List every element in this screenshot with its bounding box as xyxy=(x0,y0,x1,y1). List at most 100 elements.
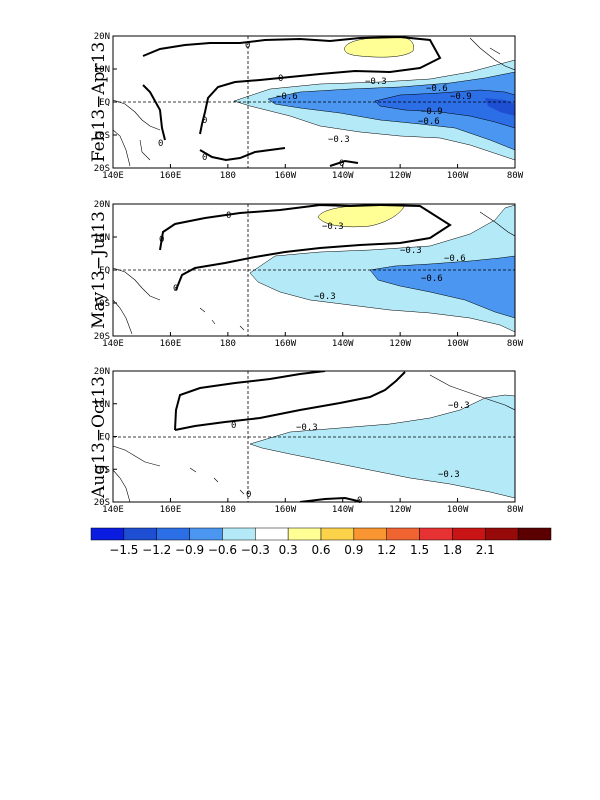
contour-label: −0.3 xyxy=(296,423,318,433)
lon-tick-label: 80W xyxy=(507,505,524,515)
contour-label: −0.3 xyxy=(400,246,422,256)
lon-tick-label: 180 xyxy=(220,171,236,181)
lat-axis: 20N 10N EQ 10S 20S xyxy=(94,367,117,508)
colorbar-swatch xyxy=(287,527,322,541)
colorbar-swatch xyxy=(485,527,519,541)
anomaly-area-plus-0.3 xyxy=(344,36,414,58)
contour-label: −0.3 xyxy=(448,401,470,411)
lon-tick-label: 180 xyxy=(220,505,236,515)
contour-label: −0.9 xyxy=(421,107,443,117)
colorbar-label: 0.3 xyxy=(279,543,298,557)
lon-tick-label: 120W xyxy=(389,505,411,515)
colorbar-swatch xyxy=(353,527,387,541)
lat-tick-label: 10N xyxy=(94,400,110,410)
colorbar-label: −0.9 xyxy=(175,543,204,557)
coastline xyxy=(113,211,515,335)
colorbar-label: −0.3 xyxy=(241,543,270,557)
lat-tick-label: 20S xyxy=(94,498,110,508)
contour-label: −0.6 xyxy=(426,84,448,94)
lat-axis: 20N 10N EQ 10S 20S xyxy=(94,200,117,342)
lat-tick-label: 10N xyxy=(94,65,110,75)
lon-tick-label: 160W xyxy=(274,171,296,181)
contour-label: 0 xyxy=(278,74,283,84)
lon-tick-label: 140E xyxy=(102,505,124,515)
zero-contour xyxy=(142,36,442,135)
lon-tick-label: 160E xyxy=(160,171,182,181)
colorbar-label: −1.5 xyxy=(109,543,138,557)
coastline xyxy=(113,37,515,167)
zero-contour xyxy=(142,84,166,141)
zero-contour xyxy=(174,371,406,431)
lon-tick-label: 140E xyxy=(102,171,124,181)
contour-label: 0 xyxy=(173,284,178,294)
panel-2: May13−Jul13 0 0 0 −0.3 −0.3 −0.3 −0.6 −0… xyxy=(89,200,524,349)
lat-tick-label: 10S xyxy=(94,131,110,141)
lon-tick-label: 140W xyxy=(332,171,354,181)
lat-tick-label: EQ xyxy=(99,98,110,108)
colorbar-swatch xyxy=(222,527,256,541)
lon-axis: 140E 160E 180 160W 140W 120W 100W 80W xyxy=(102,164,524,181)
anomaly-area-minus-0.6 xyxy=(369,255,515,319)
lon-tick-label: 120W xyxy=(389,339,411,349)
colorbar-swatch xyxy=(419,527,453,541)
lat-tick-label: EQ xyxy=(99,433,110,443)
contour-label: −0.6 xyxy=(418,117,440,127)
zero-contour xyxy=(299,496,363,502)
anomaly-area-minus-0.3 xyxy=(249,394,515,499)
contour-label: −0.3 xyxy=(365,77,387,87)
contour-label: 0 xyxy=(158,139,163,149)
contour-label: 0 xyxy=(202,153,207,163)
lon-tick-label: 80W xyxy=(507,171,524,181)
panel-title: Aug13−Oct13 xyxy=(89,376,109,499)
lon-axis: 140E 160E 180 160W 140W 120W 100W 80W xyxy=(102,498,524,515)
lon-tick-label: 160W xyxy=(274,505,296,515)
colorbar-label: 2.1 xyxy=(476,543,495,557)
contour-label: 0 xyxy=(246,490,251,500)
colorbar-label: 1.2 xyxy=(377,543,396,557)
lat-axis: 20N 10N EQ 10S 20S xyxy=(94,32,117,174)
contour-label: −0.6 xyxy=(444,254,466,264)
panel-title: May13−Jul13 xyxy=(89,211,109,329)
colorbar-swatch xyxy=(90,527,125,541)
lon-tick-label: 100W xyxy=(447,339,469,349)
lat-tick-label: EQ xyxy=(99,266,110,276)
colorbar-label: 1.8 xyxy=(443,543,462,557)
contour-label: 0 xyxy=(202,116,207,126)
colorbar-label: −0.6 xyxy=(208,543,237,557)
contour-labels: 0 0 0 −0.3 −0.3 −0.3 −0.6 −0.6 xyxy=(159,211,466,302)
lat-tick-label: 10S xyxy=(94,465,110,475)
lat-tick-label: 20N xyxy=(94,367,110,377)
lat-tick-label: 20N xyxy=(94,32,110,42)
contour-label: −0.3 xyxy=(322,222,344,232)
anomaly-area-minus-1.2 xyxy=(485,98,515,116)
colorbar-swatch xyxy=(123,527,157,541)
contour-label: 0 xyxy=(159,235,164,245)
contour-label: −0.9 xyxy=(450,92,472,102)
colorbar: −1.5 −1.2 −0.9 −0.6 −0.3 0.3 0.6 0.9 1.2 1.5 1.8 2.… xyxy=(90,527,552,557)
lon-tick-label: 160W xyxy=(274,339,296,349)
contour-label: 0 xyxy=(226,211,231,221)
panel-title: Feb13−Apr13 xyxy=(89,42,109,163)
contour-label: −0.3 xyxy=(438,470,460,480)
lon-tick-label: 160E xyxy=(160,339,182,349)
contour-label: 0 xyxy=(245,41,250,51)
contour-labels: 0 0 0 0 0 0 −0.3 −0.3 −0.6 −0.6 −0.6 −0.… xyxy=(158,41,472,169)
lon-tick-label: 120W xyxy=(389,171,411,181)
lat-tick-label: 10S xyxy=(94,299,110,309)
colorbar-swatch xyxy=(255,527,289,541)
anomaly-area-minus-0.6 xyxy=(267,71,515,151)
lat-tick-label: 20N xyxy=(94,200,110,210)
lon-tick-label: 180 xyxy=(220,339,236,349)
contour-label: −0.6 xyxy=(421,274,443,284)
lon-tick-label: 160E xyxy=(160,505,182,515)
contour-label: 0 xyxy=(357,496,362,506)
lon-tick-label: 100W xyxy=(447,505,469,515)
contour-label: 0 xyxy=(231,421,236,431)
colorbar-label: 0.9 xyxy=(344,543,363,557)
colorbar-swatch xyxy=(156,527,190,541)
lon-tick-label: 100W xyxy=(447,171,469,181)
lat-tick-label: 20S xyxy=(94,164,110,174)
panel-1: Feb13−Apr13 0 0 0 0 0 0 −0.3 −0.3 −0.6 xyxy=(89,32,524,181)
colorbar-swatch xyxy=(320,527,355,541)
